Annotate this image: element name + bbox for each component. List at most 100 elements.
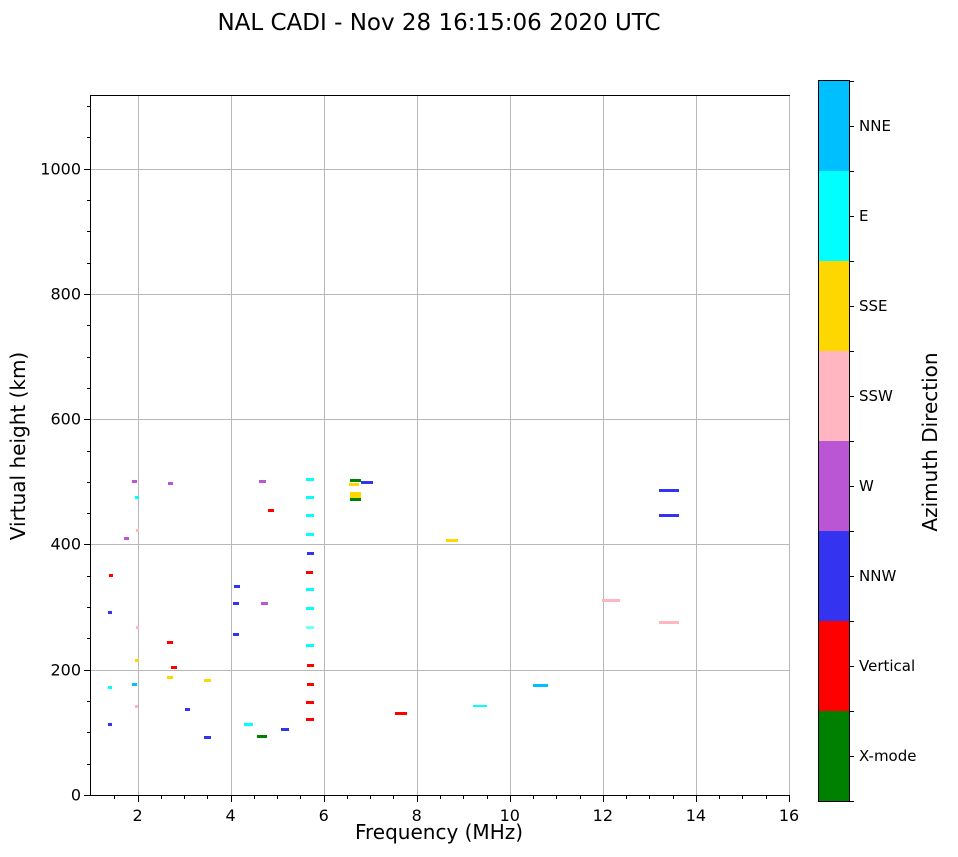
x-minor-tick (440, 795, 441, 799)
azimuth-colorbar: NNE E SSE SSW W NNW Vertical X-mode (818, 80, 916, 802)
x-minor-tick (346, 795, 348, 799)
x-tick-label: 2 (132, 806, 143, 825)
data-point (361, 480, 374, 484)
x-gridline (789, 96, 790, 795)
colorbar-boundary-tick (849, 351, 854, 352)
data-point (305, 718, 314, 722)
y-major-tick (84, 669, 91, 671)
data-point (108, 574, 113, 578)
colorbar-center-tick (849, 126, 854, 127)
x-minor-tick (649, 795, 651, 799)
data-point (306, 551, 314, 555)
data-point (167, 640, 174, 644)
data-point (306, 570, 314, 574)
colorbar-center-tick (849, 576, 854, 577)
y-minor-tick (87, 575, 91, 577)
colorbar-segment (819, 531, 849, 621)
colorbar-boundary-tick (849, 531, 854, 532)
data-point (395, 712, 408, 716)
y-gridline (91, 168, 789, 170)
y-minor-tick (87, 450, 91, 452)
colorbar-segment (819, 261, 849, 351)
colorbar-segment (819, 351, 849, 441)
y-minor-tick (87, 137, 91, 139)
data-point (349, 495, 361, 499)
data-point (135, 705, 139, 709)
colorbar-segment (819, 711, 849, 801)
data-point (131, 479, 137, 483)
y-tick-label: 0 (70, 785, 81, 805)
plot-area: 2 4 6 8 10 12 14 16 0 200 400 600 800 1000 (40, 95, 799, 825)
data-point (658, 513, 679, 517)
data-point (349, 497, 361, 501)
x-major-tick (323, 795, 325, 802)
x-major-tick (230, 795, 232, 802)
colorbar-boundary-tick (849, 171, 854, 172)
x-minor-tick (765, 795, 767, 799)
data-point (185, 707, 191, 711)
data-point (132, 683, 138, 687)
colorbar-boundary-tick (849, 801, 854, 802)
data-point (123, 536, 129, 540)
data-point (446, 538, 459, 542)
y-minor-tick (87, 701, 91, 703)
data-point (280, 728, 289, 732)
x-minor-tick (533, 795, 535, 799)
y-minor-tick (87, 763, 91, 765)
colorbar-label: E (859, 207, 869, 225)
colorbar-segment (819, 441, 849, 531)
colorbar-center-tick (849, 306, 854, 307)
x-gridline (230, 96, 232, 795)
colorbar-label: NNW (859, 567, 897, 585)
x-tick-label: 6 (318, 806, 329, 825)
data-point (135, 495, 140, 499)
colorbar-label: SSW (859, 387, 893, 405)
y-major-tick (84, 795, 91, 796)
x-minor-tick (742, 795, 744, 799)
data-point (349, 492, 361, 496)
y-tick-label: 400 (50, 534, 81, 554)
data-point (305, 643, 314, 647)
colorbar-boundary-tick (849, 441, 854, 442)
data-point (171, 665, 178, 669)
x-minor-tick (672, 795, 674, 799)
x-minor-tick (579, 795, 581, 799)
colorbar-boundary-tick (849, 621, 854, 622)
data-point (167, 676, 174, 680)
data-point (233, 601, 240, 605)
data-point (306, 663, 314, 667)
colorbar-boundary-tick (849, 711, 854, 712)
x-minor-tick (486, 795, 488, 799)
y-gridline (91, 544, 789, 546)
x-minor-tick (184, 795, 186, 799)
y-tick-label: 1000 (40, 159, 81, 179)
x-major-tick (789, 795, 790, 802)
data-point (658, 620, 679, 624)
colorbar-boundary-tick (849, 81, 854, 82)
y-major-tick (84, 293, 91, 295)
x-tick-label: 12 (592, 806, 614, 825)
colorbar-center-tick (849, 666, 854, 667)
data-point (305, 625, 314, 629)
colorbar-label: SSE (859, 297, 888, 315)
colorbar-segment (819, 621, 849, 711)
data-point (305, 700, 314, 704)
x-major-tick (137, 795, 139, 802)
x-minor-tick (160, 795, 162, 799)
data-point (305, 532, 314, 536)
data-point (107, 722, 112, 726)
y-gridline (91, 293, 789, 295)
x-major-tick (695, 795, 697, 802)
data-point (268, 509, 275, 513)
x-minor-tick (300, 795, 302, 799)
colorbar-title: Azimuth Direction (918, 352, 942, 532)
data-point (168, 481, 174, 485)
y-minor-tick (87, 387, 91, 389)
x-minor-tick (463, 795, 465, 799)
x-minor-tick (370, 795, 372, 799)
x-minor-tick (207, 795, 209, 799)
colorbar-label: W (859, 477, 874, 495)
data-point (305, 495, 314, 499)
data-point (259, 479, 267, 483)
x-gridline (137, 96, 139, 795)
